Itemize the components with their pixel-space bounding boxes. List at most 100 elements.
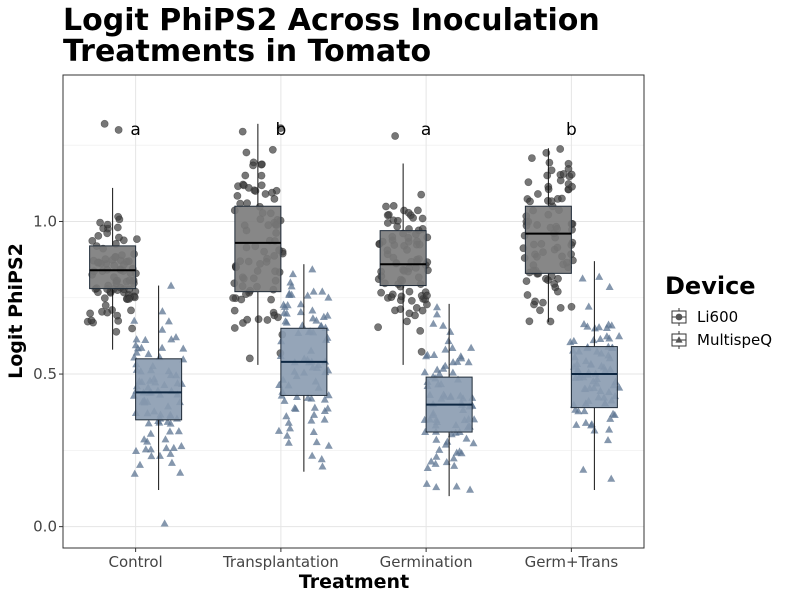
point-MultispeQ-Germination (422, 352, 431, 360)
point-Li600-Germination (409, 213, 417, 222)
point-Li600-Germ+Trans (567, 302, 576, 311)
point-Li600-Control (112, 327, 121, 336)
box-Li600-Control (89, 245, 137, 290)
point-MultispeQ-Germ+Trans (584, 302, 593, 310)
y-tick-label-0: 0.0 (33, 518, 57, 536)
point-MultispeQ-Transplantation (309, 287, 318, 295)
point-Li600-Germ+Trans (525, 317, 534, 326)
point-Li600-Germ+Trans (564, 180, 573, 188)
point-MultispeQ-Transplantation (307, 394, 316, 402)
point-MultispeQ-Germination (466, 485, 475, 493)
point-Li600-Transplantation (254, 315, 263, 324)
point-MultispeQ-Control (132, 446, 141, 454)
point-MultispeQ-Germ+Trans (580, 319, 588, 328)
outlier-point-1 (114, 126, 123, 134)
point-MultispeQ-Germination (435, 369, 444, 377)
point-MultispeQ-Transplantation (308, 314, 317, 322)
point-MultispeQ-Germ+Trans (603, 435, 612, 444)
point-MultispeQ-Transplantation (309, 427, 318, 436)
point-MultispeQ-Control (144, 349, 153, 358)
point-Li600-Germination (417, 347, 426, 356)
point-MultispeQ-Germ+Trans (587, 421, 596, 429)
significance-letter-2: a (421, 120, 431, 140)
point-MultispeQ-Germ+Trans (596, 334, 605, 342)
point-MultispeQ-Germination (446, 327, 455, 335)
point-MultispeQ-Germ+Trans (606, 414, 615, 422)
point-Li600-Germination (397, 292, 406, 301)
point-Li600-Germ+Trans (531, 297, 539, 306)
point-MultispeQ-Control (167, 335, 176, 343)
point-MultispeQ-Germ+Trans (578, 274, 587, 282)
point-Li600-Control (94, 231, 103, 240)
point-Li600-Germination (418, 306, 427, 315)
point-MultispeQ-Germination (421, 427, 430, 436)
point-Li600-Germ+Trans (522, 277, 531, 285)
boxplots (89, 123, 618, 497)
point-MultispeQ-Control (135, 460, 144, 468)
point-MultispeQ-Control (161, 435, 170, 443)
jitter-points (83, 119, 624, 527)
point-MultispeQ-Control (146, 429, 155, 437)
box-MultispeQ-Germ+Trans (570, 346, 618, 409)
point-Li600-Germ+Trans (523, 291, 532, 299)
point-MultispeQ-Transplantation (308, 451, 317, 459)
point-MultispeQ-Control (158, 307, 167, 315)
point-Li600-Control (127, 306, 135, 315)
point-MultispeQ-Germination (432, 482, 441, 491)
point-MultispeQ-Transplantation (319, 312, 328, 320)
point-MultispeQ-Germ+Trans (579, 465, 588, 473)
point-MultispeQ-Control (167, 458, 176, 466)
significance-letter-3: b (566, 120, 577, 140)
point-MultispeQ-Transplantation (286, 424, 295, 432)
point-Li600-Transplantation (249, 161, 257, 170)
point-MultispeQ-Control (132, 335, 141, 343)
point-Li600-Germination (383, 211, 392, 220)
point-Li600-Transplantation (268, 145, 277, 154)
point-MultispeQ-Transplantation (312, 316, 321, 324)
box-Li600-Germination (379, 230, 427, 287)
point-MultispeQ-Transplantation (324, 441, 333, 449)
point-MultispeQ-Control (177, 441, 186, 450)
point-Li600-Control (101, 301, 110, 310)
point-MultispeQ-Transplantation (308, 265, 317, 273)
x-axis-title: Treatment (299, 571, 409, 593)
point-Li600-Germination (387, 293, 396, 301)
chart-title-line-1: Logit PhiPS2 Across Inoculation (63, 3, 600, 38)
point-MultispeQ-Germination (450, 461, 459, 469)
y-axis-title: Logit PhiPS2 (5, 243, 27, 379)
point-Li600-Germination (389, 201, 398, 210)
y-tick-label-2: 1.0 (33, 212, 57, 230)
point-Li600-Control (87, 316, 96, 325)
point-Li600-Germination (404, 208, 413, 217)
point-Li600-Germination (374, 323, 382, 332)
point-MultispeQ-Transplantation (310, 403, 319, 411)
legend-title: Device (665, 272, 756, 300)
chart-title-line-2: Treatments in Tomato (63, 34, 431, 69)
point-MultispeQ-Germ+Trans (615, 332, 624, 340)
point-MultispeQ-Germination (422, 479, 431, 487)
point-Li600-Transplantation (238, 127, 247, 136)
point-Li600-Transplantation (245, 354, 254, 363)
point-MultispeQ-Transplantation (312, 437, 321, 446)
point-MultispeQ-Germination (432, 310, 441, 318)
point-MultispeQ-Control (166, 449, 175, 457)
point-Li600-Germination (383, 219, 392, 227)
point-Li600-Transplantation (257, 181, 266, 190)
point-MultispeQ-Germination (448, 368, 457, 376)
point-MultispeQ-Control (143, 437, 152, 445)
point-Li600-Germination (377, 288, 385, 297)
point-MultispeQ-Germination (452, 482, 461, 490)
point-Li600-Germ+Trans (524, 178, 533, 187)
point-Li600-Germination (403, 317, 411, 326)
point-MultispeQ-Transplantation (282, 412, 291, 420)
point-MultispeQ-Germination (452, 448, 461, 456)
legend: Device Li600 MultispeQ (665, 272, 772, 349)
point-Li600-Control (125, 294, 134, 303)
point-Li600-Germ+Trans (526, 197, 534, 206)
point-MultispeQ-Control (141, 335, 150, 343)
point-Li600-Transplantation (242, 148, 251, 157)
point-MultispeQ-Germ+Trans (607, 474, 616, 482)
point-Li600-Transplantation (261, 190, 270, 198)
box-Li600-Germ+Trans (524, 205, 572, 274)
